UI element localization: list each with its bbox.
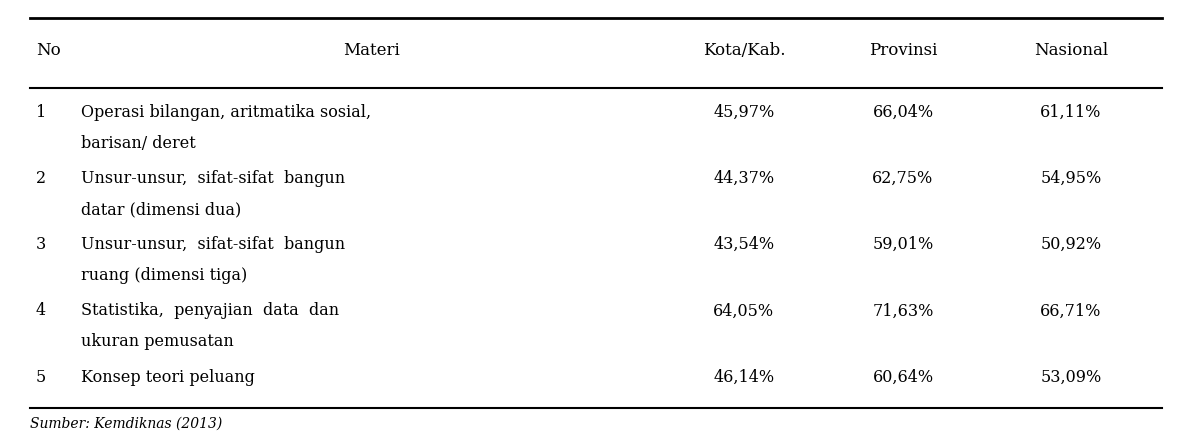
Text: 2: 2 <box>36 170 45 187</box>
Text: ruang (dimensi tiga): ruang (dimensi tiga) <box>81 267 247 284</box>
Text: 4: 4 <box>36 303 45 319</box>
Text: Sumber: Kemdiknas (2013): Sumber: Kemdiknas (2013) <box>30 416 222 430</box>
Text: 62,75%: 62,75% <box>873 170 933 187</box>
Text: 66,04%: 66,04% <box>873 104 933 121</box>
Text: Nasional: Nasional <box>1033 42 1109 59</box>
Text: 1: 1 <box>36 104 46 121</box>
Text: 44,37%: 44,37% <box>713 170 775 187</box>
Text: Provinsi: Provinsi <box>869 42 937 59</box>
Text: 54,95%: 54,95% <box>1041 170 1101 187</box>
Text: 50,92%: 50,92% <box>1041 236 1101 253</box>
Text: Konsep teori peluang: Konsep teori peluang <box>81 369 255 385</box>
Text: 53,09%: 53,09% <box>1041 369 1101 385</box>
Text: No: No <box>36 42 61 59</box>
Text: Statistika,  penyajian  data  dan: Statistika, penyajian data dan <box>81 303 340 319</box>
Text: 45,97%: 45,97% <box>713 104 775 121</box>
Text: datar (dimensi dua): datar (dimensi dua) <box>81 201 241 218</box>
Text: barisan/ deret: barisan/ deret <box>81 135 195 152</box>
Text: 60,64%: 60,64% <box>873 369 933 385</box>
Text: 66,71%: 66,71% <box>1041 303 1101 319</box>
Text: 46,14%: 46,14% <box>713 369 775 385</box>
Text: 59,01%: 59,01% <box>873 236 933 253</box>
Text: 61,11%: 61,11% <box>1041 104 1101 121</box>
Text: 71,63%: 71,63% <box>873 303 933 319</box>
Text: Kota/Kab.: Kota/Kab. <box>702 42 786 59</box>
Text: 64,05%: 64,05% <box>713 303 775 319</box>
Text: Materi: Materi <box>343 42 399 59</box>
Text: 43,54%: 43,54% <box>713 236 775 253</box>
Text: ukuran pemusatan: ukuran pemusatan <box>81 333 234 350</box>
Text: Operasi bilangan, aritmatika sosial,: Operasi bilangan, aritmatika sosial, <box>81 104 371 121</box>
Text: 3: 3 <box>36 236 46 253</box>
Text: Unsur-unsur,  sifat-sifat  bangun: Unsur-unsur, sifat-sifat bangun <box>81 170 346 187</box>
Text: Unsur-unsur,  sifat-sifat  bangun: Unsur-unsur, sifat-sifat bangun <box>81 236 346 253</box>
Text: 5: 5 <box>36 369 46 385</box>
